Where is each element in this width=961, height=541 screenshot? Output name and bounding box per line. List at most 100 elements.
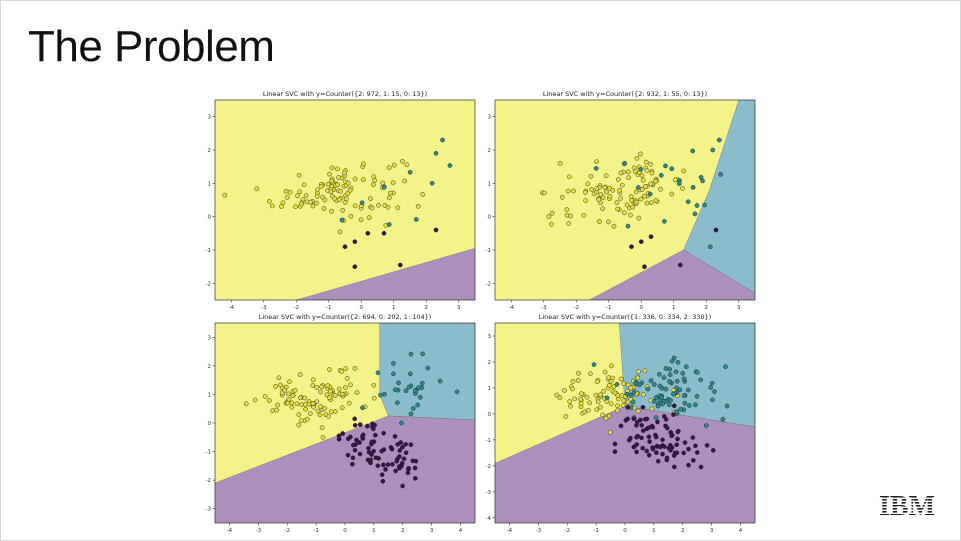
scatter-point xyxy=(618,423,624,429)
scatter-point xyxy=(310,377,316,383)
scatter-point xyxy=(437,378,443,384)
scatter-point xyxy=(286,391,291,397)
scatter-point xyxy=(332,409,338,414)
scatter-point xyxy=(282,387,288,393)
scatter-point xyxy=(243,401,249,407)
scatter-point xyxy=(433,150,439,156)
chart-title: Linear SVC with y=Counter({1: 336, 0: 33… xyxy=(539,313,712,321)
scatter-point xyxy=(252,397,258,403)
scatter-point xyxy=(594,379,600,385)
scatter-point xyxy=(298,418,304,423)
scatter-point xyxy=(637,382,642,388)
scatter-point xyxy=(638,417,643,423)
scatter-point xyxy=(352,176,358,182)
scatter-point xyxy=(317,412,323,418)
scatter-point xyxy=(336,386,342,392)
scatter-point xyxy=(304,416,310,422)
scatter-point xyxy=(681,168,687,174)
scatter-point xyxy=(388,445,394,450)
scatter-point xyxy=(353,442,358,447)
scatter-point xyxy=(608,379,614,384)
scatter-point xyxy=(308,199,313,205)
scatter-point xyxy=(624,391,630,397)
x-tick-label: -4 xyxy=(227,528,233,534)
scatter-point xyxy=(626,175,632,181)
y-tick-label: 2 xyxy=(208,148,212,154)
scatter-point xyxy=(335,166,340,172)
scatter-point xyxy=(311,404,317,410)
x-tick-label: -2 xyxy=(564,528,569,534)
scatter-point xyxy=(403,441,408,447)
scatter-point xyxy=(314,194,320,199)
scatter-point xyxy=(343,366,349,371)
scatter-point xyxy=(254,186,260,192)
scatter-point xyxy=(393,468,398,474)
scatter-point xyxy=(352,422,358,428)
scatter-point xyxy=(369,205,375,211)
scatter-point xyxy=(694,394,700,399)
scatter-point xyxy=(415,203,421,209)
scatter-point xyxy=(315,408,321,414)
scatter-point xyxy=(634,442,640,447)
scatter-point xyxy=(629,244,634,250)
scatter-point xyxy=(625,382,631,388)
scatter-point xyxy=(297,395,303,401)
scatter-point xyxy=(338,188,344,194)
scatter-point xyxy=(395,205,401,211)
y-tick-label: 3 xyxy=(488,334,492,340)
scatter-point xyxy=(376,456,381,461)
scatter-point xyxy=(402,178,408,184)
scatter-point xyxy=(365,230,371,236)
scatter-point xyxy=(611,223,617,229)
scatter-point xyxy=(618,170,624,176)
scatter-point xyxy=(657,444,663,450)
scatter-point xyxy=(644,167,650,173)
scatter-point xyxy=(405,470,411,476)
scatter-point xyxy=(578,401,584,406)
scatter-point xyxy=(602,185,608,190)
y-tick-label: -2 xyxy=(206,281,211,287)
x-tick-label: 3 xyxy=(430,528,434,534)
scatter-point xyxy=(410,406,416,411)
scatter-point xyxy=(401,456,407,462)
scatter-point xyxy=(674,378,680,384)
scatter-point xyxy=(663,366,669,371)
ibm-logo-text: IBM xyxy=(879,491,935,520)
scatter-point xyxy=(278,382,283,388)
scatter-point xyxy=(663,163,668,169)
scatter-point xyxy=(628,194,634,199)
scatter-point xyxy=(594,186,600,191)
scatter-point xyxy=(579,391,584,396)
scatter-point xyxy=(287,379,292,385)
scatter-point xyxy=(339,217,345,223)
scatter-point xyxy=(325,383,331,388)
scatter-point xyxy=(600,195,606,201)
scatter-point xyxy=(541,190,547,196)
scatter-point xyxy=(326,414,332,419)
scatter-point xyxy=(275,402,280,408)
scatter-point xyxy=(597,219,602,224)
scatter-point xyxy=(549,221,554,227)
scatter-point xyxy=(588,173,594,179)
scatter-point xyxy=(280,200,286,206)
scatter-point xyxy=(340,431,346,436)
scatter-point xyxy=(633,199,639,205)
scatter-point xyxy=(283,188,289,194)
scatter-point xyxy=(653,434,659,440)
scatter-point xyxy=(303,193,309,199)
scatter-point xyxy=(656,371,662,377)
scatter-point xyxy=(647,191,653,197)
scatter-point xyxy=(600,206,606,211)
scatter-point xyxy=(378,392,383,398)
scatter-point xyxy=(380,462,386,468)
scatter-point xyxy=(710,397,715,403)
scatter-point xyxy=(284,195,290,200)
scatter-point xyxy=(276,375,282,381)
scatter-point xyxy=(352,239,358,245)
scatter-point xyxy=(615,403,620,408)
scatter-point xyxy=(607,193,613,199)
scatter-point xyxy=(270,408,275,414)
scatter-point xyxy=(447,163,453,168)
scatter-point xyxy=(675,436,680,442)
scatter-point xyxy=(674,385,679,391)
